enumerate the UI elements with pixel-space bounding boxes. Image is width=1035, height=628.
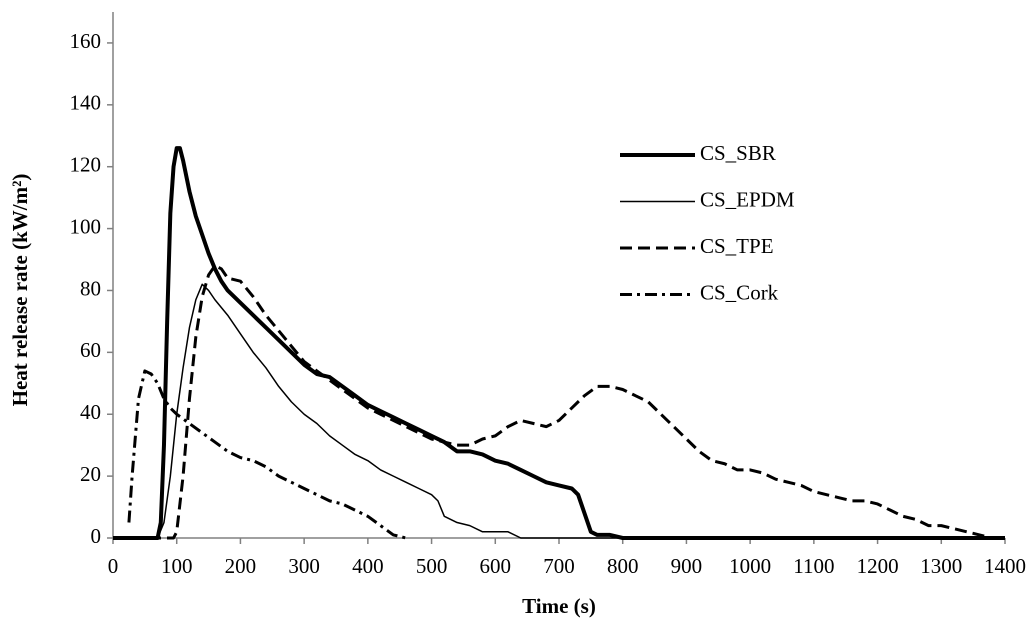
x-tick-label: 700 bbox=[543, 554, 575, 578]
y-tick-label: 0 bbox=[91, 524, 102, 548]
y-tick-label: 60 bbox=[80, 338, 101, 362]
series-line bbox=[113, 146, 1005, 540]
y-axis-title: Heat release rate (kW/m²) bbox=[8, 174, 32, 407]
series-line bbox=[113, 264, 1005, 540]
x-tick-label: 800 bbox=[607, 554, 639, 578]
x-axis-title: Time (s) bbox=[522, 594, 596, 618]
series-line bbox=[127, 369, 407, 540]
y-tick-label: 80 bbox=[80, 276, 101, 300]
x-tick-label: 100 bbox=[161, 554, 193, 578]
x-tick-label: 300 bbox=[288, 554, 320, 578]
x-tick-label: 1400 bbox=[984, 554, 1026, 578]
x-tick-label: 900 bbox=[671, 554, 703, 578]
x-tick-label: 500 bbox=[416, 554, 448, 578]
x-tick-label: 0 bbox=[108, 554, 119, 578]
y-tick-label: 120 bbox=[70, 153, 102, 177]
x-tick-label: 400 bbox=[352, 554, 384, 578]
legend-label: CS_TPE bbox=[700, 234, 774, 258]
y-tick-label: 140 bbox=[70, 91, 102, 115]
series-line bbox=[113, 283, 1005, 539]
x-tick-label: 1000 bbox=[729, 554, 771, 578]
y-tick-label: 40 bbox=[80, 400, 101, 424]
legend-label: CS_SBR bbox=[700, 141, 776, 165]
x-tick-label: 200 bbox=[225, 554, 257, 578]
y-tick-label: 160 bbox=[70, 29, 102, 53]
y-tick-label: 100 bbox=[70, 214, 102, 238]
x-tick-label: 600 bbox=[480, 554, 512, 578]
x-tick-label: 1300 bbox=[920, 554, 962, 578]
y-tick-label: 20 bbox=[80, 462, 101, 486]
legend-label: CS_EPDM bbox=[700, 187, 795, 211]
x-tick-label: 1100 bbox=[793, 554, 834, 578]
x-tick-label: 1200 bbox=[857, 554, 899, 578]
legend-label: CS_Cork bbox=[700, 280, 779, 304]
